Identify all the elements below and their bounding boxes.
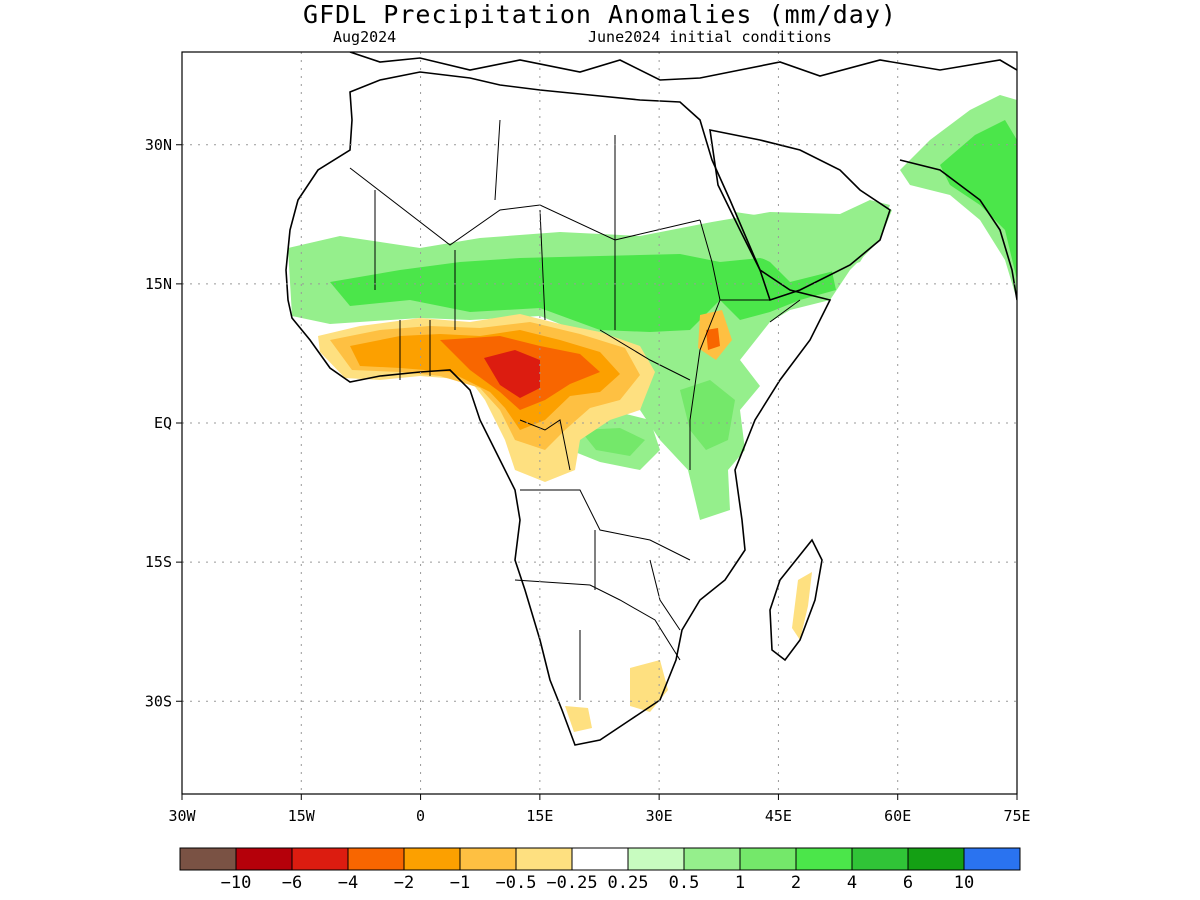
madagascar: [769, 538, 823, 662]
colorbar-label: −4: [338, 873, 358, 893]
coastlines: [285, 52, 1017, 746]
arabian-peninsula: [709, 128, 891, 302]
colorbar-swatch: [963, 847, 1021, 871]
country-borders: [349, 119, 801, 700]
chart-title: GFDL Precipitation Anomalies (mm/day): [303, 0, 897, 29]
gridlines: [182, 52, 1017, 794]
south-africa-negative: [630, 660, 668, 712]
cameroon-negative-max: [484, 350, 540, 398]
lon-tick-label: 30W: [168, 807, 196, 825]
colorbar-swatch: [683, 847, 741, 871]
colorbar-label: 2: [791, 873, 801, 893]
lon-tick-label: 15W: [288, 807, 316, 825]
anomaly-shading: [288, 95, 1017, 732]
lat-tick-label: 30S: [145, 692, 172, 710]
colorbar-swatch: [571, 847, 629, 871]
colorbar: −10 −6 −4 −2 −1 −0.5 −0.25 0.25 0.5 1 2 4 6 10: [179, 847, 1021, 893]
south-asia-coast: [899, 159, 1017, 301]
initial-conditions-label: June2024 initial conditions: [588, 28, 832, 46]
colorbar-label: −0.5: [496, 873, 537, 893]
colorbar-swatch: [907, 847, 965, 871]
colorbar-label: −6: [282, 873, 302, 893]
colorbar-swatch: [795, 847, 853, 871]
europe-coast: [349, 52, 1017, 81]
lon-tick-label: 15E: [526, 807, 553, 825]
congo-positive-core: [580, 428, 645, 456]
lat-tick-label: EQ: [154, 414, 172, 432]
cape-negative: [565, 706, 592, 732]
lat-tick-label: 30N: [145, 136, 172, 154]
colorbar-swatch: [235, 847, 293, 871]
madagascar-negative: [792, 572, 812, 640]
colorbar-label: 4: [847, 873, 857, 893]
colorbar-label: 0.25: [608, 873, 649, 893]
africa-coastline: [285, 71, 832, 746]
lat-axis: 30N 15N EQ 15S 30S: [145, 136, 182, 710]
colorbar-swatch: [627, 847, 685, 871]
colorbar-swatch: [739, 847, 797, 871]
colorbar-label: 10: [954, 873, 974, 893]
colorbar-swatch: [179, 847, 237, 871]
lon-tick-label: 0: [416, 807, 425, 825]
colorbar-swatch: [459, 847, 517, 871]
colorbar-label: −0.25: [546, 873, 597, 893]
lon-tick-label: 30E: [646, 807, 673, 825]
lon-tick-label: 60E: [884, 807, 911, 825]
lat-tick-label: 15S: [145, 553, 172, 571]
border-lines: [349, 119, 801, 700]
colorbar-swatch: [291, 847, 349, 871]
sahel-positive-core: [330, 254, 836, 332]
colorbar-swatch: [347, 847, 405, 871]
lat-tick-label: 15N: [145, 275, 172, 293]
colorbar-label: −2: [394, 873, 414, 893]
arabia-positive: [735, 200, 890, 282]
valid-month-label: Aug2024: [333, 28, 397, 46]
south-asia-positive-core: [940, 120, 1017, 280]
colorbar-label: −10: [221, 873, 252, 893]
colorbar-swatch: [403, 847, 461, 871]
east-africa-positive: [680, 380, 735, 450]
colorbar-label: 6: [903, 873, 913, 893]
lon-axis: 30W 15W 0 15E 30E 45E 60E 75E: [168, 794, 1031, 825]
colorbar-swatch: [851, 847, 909, 871]
colorbar-label: 1: [735, 873, 745, 893]
colorbar-label: −1: [450, 873, 470, 893]
lon-tick-label: 45E: [765, 807, 792, 825]
colorbar-label: 0.5: [669, 873, 700, 893]
lon-tick-label: 75E: [1003, 807, 1030, 825]
colorbar-swatch: [515, 847, 573, 871]
ethiopia-negative-core: [706, 328, 720, 350]
